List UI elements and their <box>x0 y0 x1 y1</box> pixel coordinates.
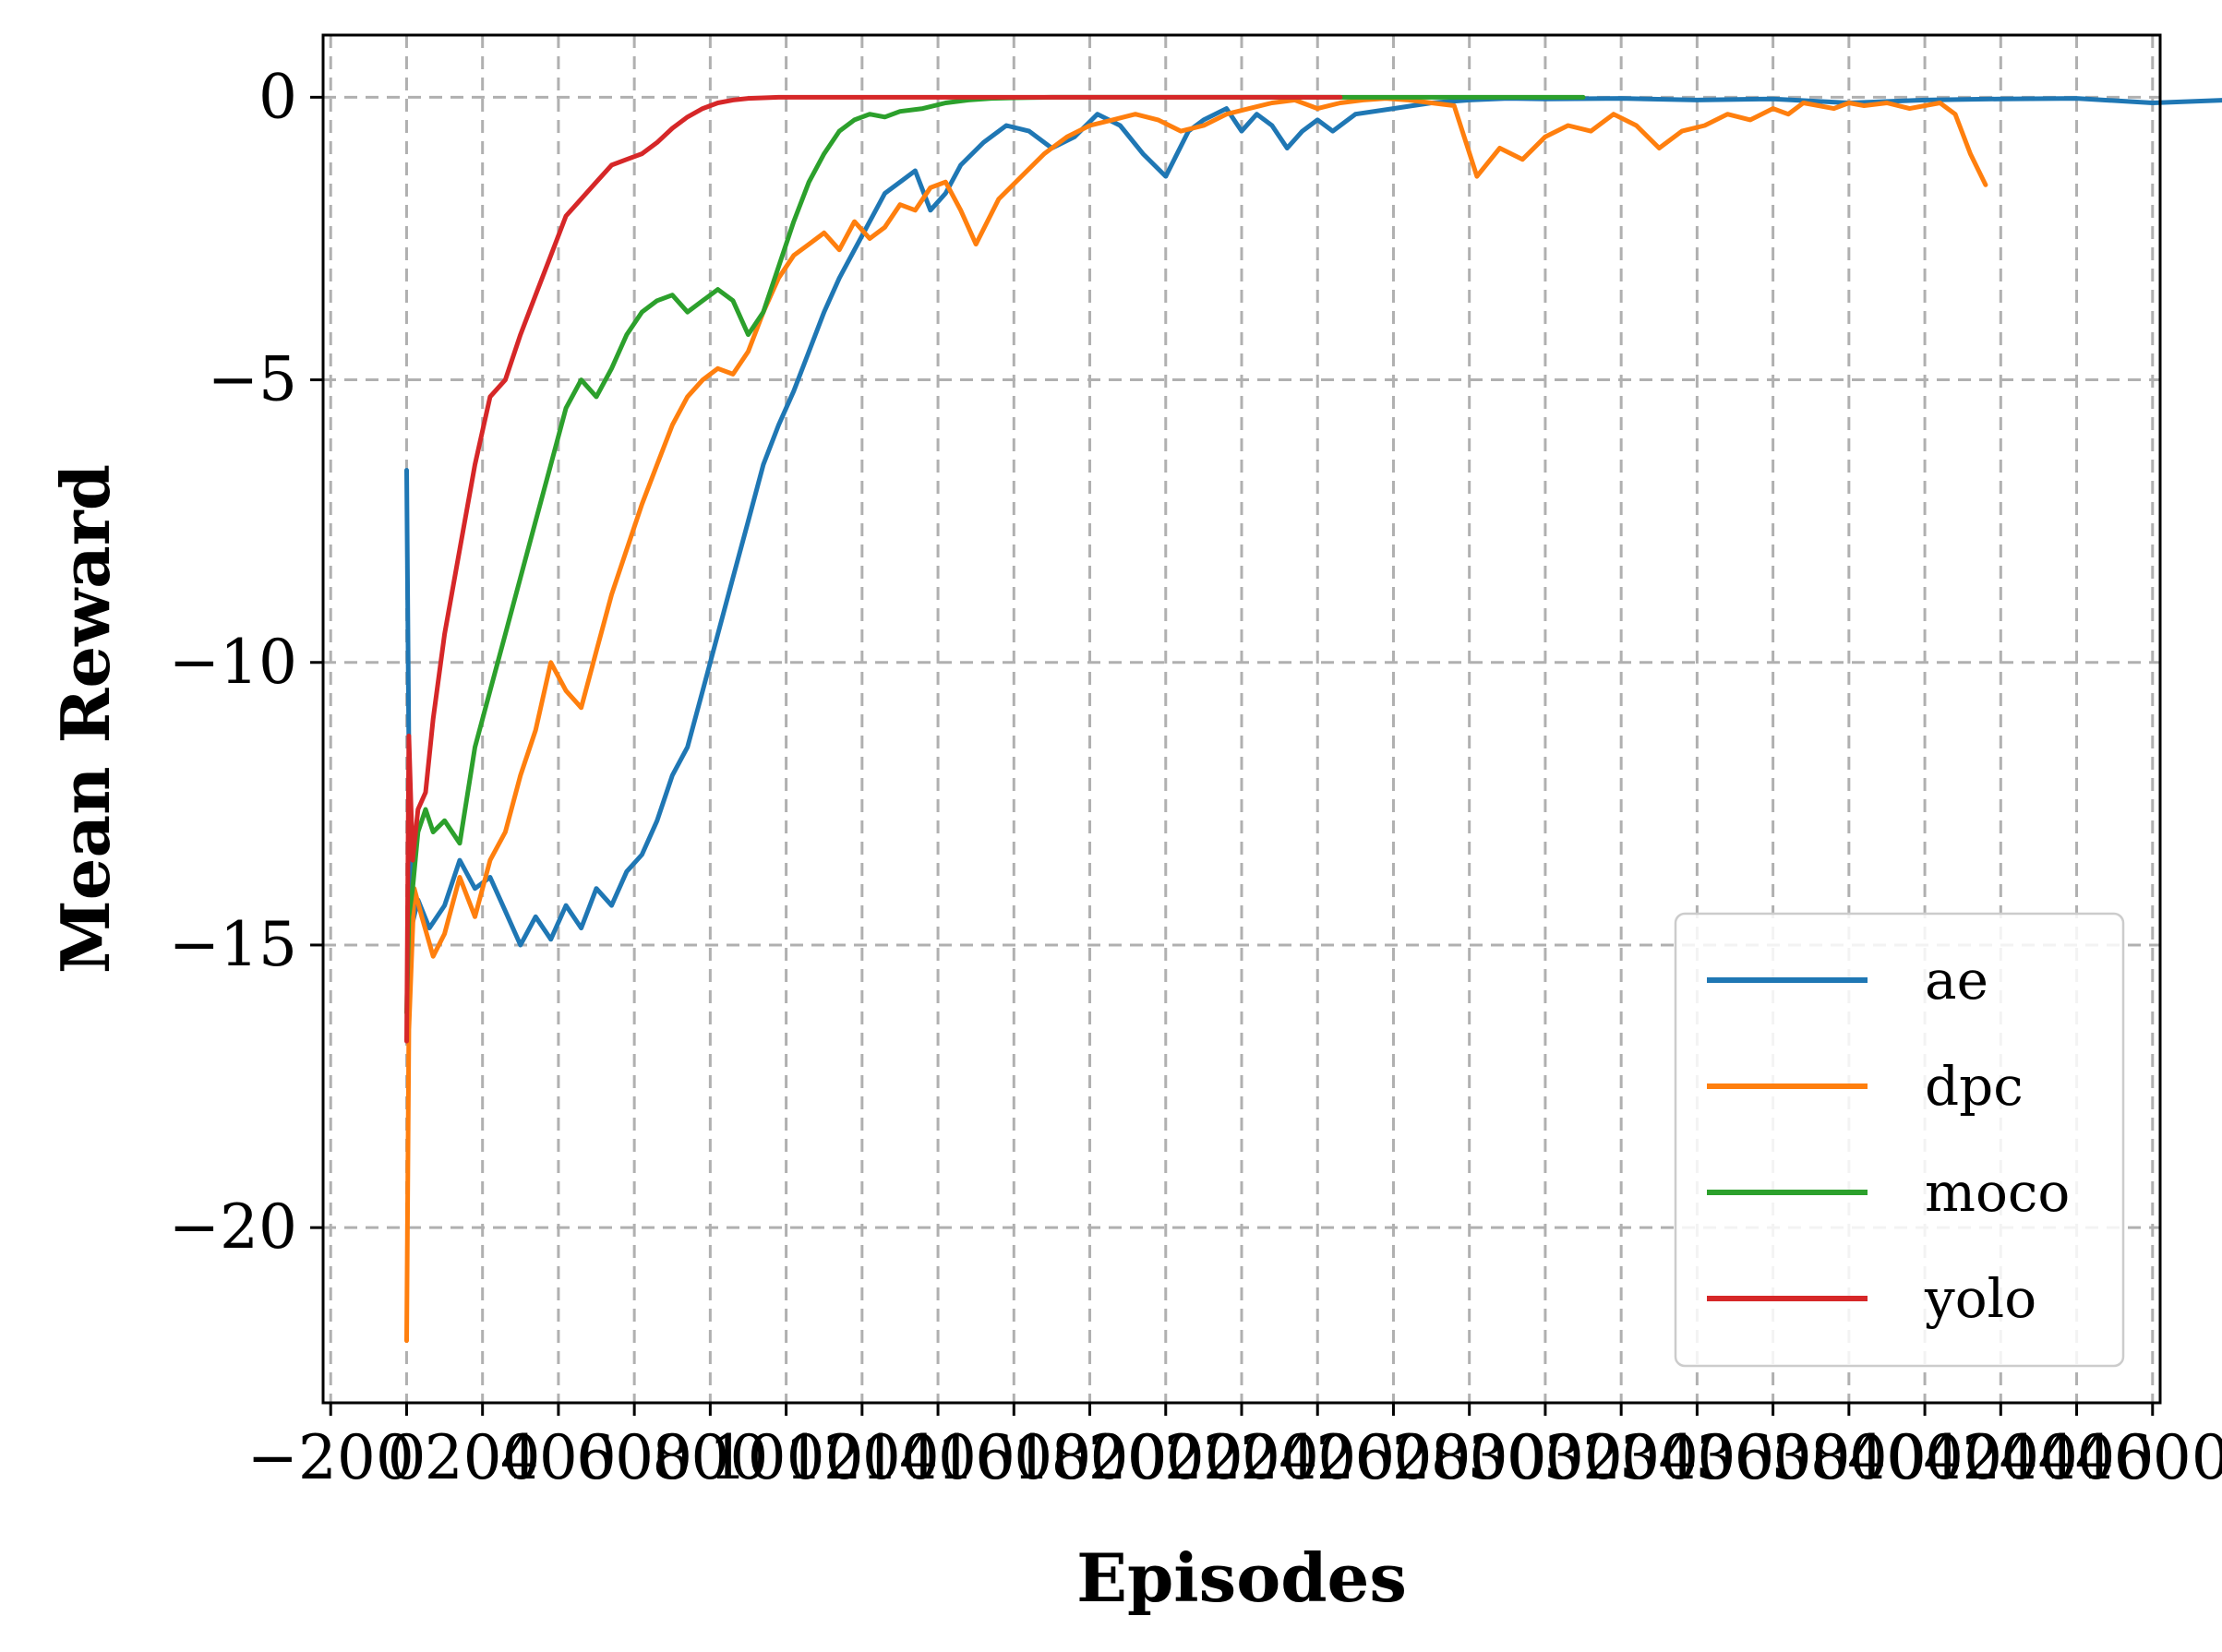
series-line-yolo <box>404 94 1343 1044</box>
x-tick-label: 2600 <box>1315 1422 1471 1493</box>
series-line-moco <box>404 94 1586 1015</box>
x-tick-label: 3200 <box>1543 1422 1699 1493</box>
x-tick-label: 1000 <box>709 1422 864 1493</box>
x-tick-label: 1800 <box>1013 1422 1168 1493</box>
legend-label-ae: ae <box>1925 949 1988 1012</box>
x-tick-label: 2200 <box>1164 1422 1319 1493</box>
legend-label-moco: moco <box>1925 1161 2070 1224</box>
x-tick-label: 400 <box>500 1422 617 1493</box>
y-tick-label: −15 <box>169 909 297 980</box>
series-layer <box>404 94 2222 1344</box>
x-tick-label: 800 <box>652 1422 768 1493</box>
tick-layer: −200020040060080010001200140016001800200… <box>169 61 2222 1493</box>
x-tick-label: 2800 <box>1392 1422 1547 1493</box>
y-tick-label: 0 <box>258 61 297 132</box>
x-tick-label: 3800 <box>1772 1422 1927 1493</box>
x-tick-label: 1400 <box>860 1422 1015 1493</box>
y-tick-label: −20 <box>169 1191 297 1263</box>
grid-layer <box>323 35 2160 1403</box>
x-tick-label: 0 <box>387 1422 426 1493</box>
x-tick-label: 4200 <box>1923 1422 2078 1493</box>
legend-label-yolo: yolo <box>1924 1267 2036 1330</box>
legend: ae dpc moco yolo <box>1674 912 2125 1368</box>
x-tick-label: 2000 <box>1088 1422 1243 1493</box>
x-tick-label: 600 <box>576 1422 692 1493</box>
series-line-ae <box>404 96 2222 948</box>
x-tick-label: 3400 <box>1619 1422 1774 1493</box>
legend-label-dpc: dpc <box>1925 1055 2024 1118</box>
x-tick-label: 4000 <box>1847 1422 2002 1493</box>
x-tick-label: 1200 <box>785 1422 940 1493</box>
y-axis-title: Mean Reward <box>46 464 125 974</box>
x-tick-label: 2400 <box>1240 1422 1395 1493</box>
legend-box <box>1674 912 2125 1368</box>
series-line-dpc <box>404 96 1988 1344</box>
x-tick-label: 1600 <box>936 1422 1091 1493</box>
x-tick-label: −200 <box>247 1422 414 1493</box>
x-tick-label: 4600 <box>2075 1422 2222 1493</box>
x-tick-label: 200 <box>425 1422 541 1493</box>
x-tick-label: 4400 <box>2000 1422 2155 1493</box>
x-tick-label: 3000 <box>1468 1422 1623 1493</box>
x-axis-title: Episodes <box>1076 1538 1407 1617</box>
y-tick-label: −5 <box>208 344 297 415</box>
y-tick-label: −10 <box>169 627 297 698</box>
x-tick-label: 3600 <box>1696 1422 1851 1493</box>
